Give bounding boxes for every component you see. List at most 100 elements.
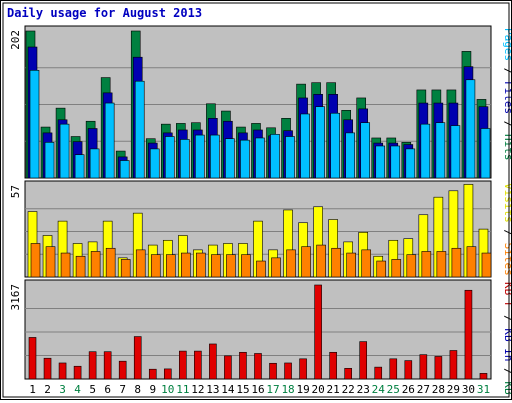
day-label: 18 xyxy=(281,383,294,396)
bar-kb-f xyxy=(73,365,82,380)
bar-kb-f xyxy=(299,358,307,380)
bar-kb-f xyxy=(179,350,187,380)
bar-pages xyxy=(164,136,175,179)
legend-entry: Files xyxy=(502,81,511,114)
bar-sites xyxy=(481,252,492,278)
bar-kb-f xyxy=(419,354,428,380)
day-label: 25 xyxy=(387,383,400,396)
legend-entry: KB In xyxy=(502,328,511,361)
day-label: 11 xyxy=(176,383,189,396)
bar-sites xyxy=(90,251,101,278)
bar-kb-f xyxy=(88,351,97,380)
bar-pages xyxy=(390,145,401,179)
legend-entry: Hits xyxy=(502,134,511,161)
bar-kb-f xyxy=(314,284,322,380)
bar-pages xyxy=(104,102,115,179)
legend-entry: / xyxy=(502,114,511,134)
bar-pages xyxy=(59,123,70,179)
bar-pages xyxy=(300,113,310,179)
bar-sites xyxy=(271,257,281,278)
x-axis-day-labels: 1 2 3 4 5 6 7 8 9 10 11 12 13 14 15 16 17 18 19 20 21 22 23 24 2… xyxy=(29,383,490,396)
bar-sites xyxy=(181,252,191,278)
day-label: 24 xyxy=(372,383,386,396)
day-label: 27 xyxy=(417,383,430,396)
bar-kb-f xyxy=(359,341,368,380)
bar-pages xyxy=(225,138,235,179)
legend-entry: Sites xyxy=(502,243,511,276)
bar-sites xyxy=(406,254,417,278)
legend-entry: Pages xyxy=(502,28,511,61)
day-label: 12 xyxy=(191,383,204,396)
bar-kb-f xyxy=(434,356,443,380)
day-label: 31 xyxy=(477,383,490,396)
bar-kb-f xyxy=(28,337,37,380)
bar-sites xyxy=(301,246,311,278)
bar-pages xyxy=(149,148,160,179)
bar-kb-f xyxy=(194,350,202,380)
legend-entry: / xyxy=(502,61,511,81)
panel-top: 202 Pages / Files / Hits xyxy=(9,25,512,179)
bar-sites xyxy=(150,254,161,278)
bar-kb-f xyxy=(239,351,247,380)
bar-kb-f xyxy=(148,368,157,380)
bar-sites xyxy=(45,246,56,278)
bar-pages xyxy=(420,123,431,179)
legend-entry: Visits xyxy=(502,183,511,223)
bar-pages xyxy=(44,142,55,179)
legend-entry: / xyxy=(502,362,511,382)
bar-sites xyxy=(135,249,146,278)
bar-pages xyxy=(345,132,355,179)
bar-sites xyxy=(451,247,462,278)
day-label: 20 xyxy=(312,383,325,396)
bar-sites xyxy=(346,252,356,278)
bar-sites xyxy=(421,251,432,278)
bar-pages xyxy=(360,122,371,179)
bar-kb-f xyxy=(374,366,383,380)
bar-sites xyxy=(226,254,236,278)
day-label: 5 xyxy=(89,383,96,396)
bar-sites xyxy=(120,259,131,278)
day-label: 13 xyxy=(206,383,219,396)
bar-kb-f xyxy=(163,368,172,380)
bar-sites xyxy=(286,249,296,278)
day-label: 14 xyxy=(221,383,235,396)
day-label: 7 xyxy=(119,383,126,396)
day-label: 3 xyxy=(59,383,66,396)
bar-pages xyxy=(465,79,476,179)
bar-kb-f xyxy=(43,357,52,380)
chart-title: Daily usage for August 2013 xyxy=(7,6,202,20)
day-label: 6 xyxy=(104,383,111,396)
day-label: 26 xyxy=(402,383,415,396)
bar-pages xyxy=(119,160,130,179)
bar-kb-f xyxy=(224,355,232,380)
day-label: 28 xyxy=(432,383,445,396)
bar-pages xyxy=(285,136,295,179)
bar-kb-f xyxy=(209,343,217,380)
legend-middle: Visits / Sites xyxy=(502,183,511,276)
bar-pages xyxy=(270,134,280,179)
day-label: 9 xyxy=(149,383,156,396)
bar-kb-f xyxy=(344,368,352,380)
bar-pages xyxy=(255,137,265,179)
bar-kb-f xyxy=(479,373,488,380)
bar-pages xyxy=(195,134,205,179)
bar-sites xyxy=(331,247,341,278)
bar-kb-f xyxy=(133,336,142,380)
bar-pages xyxy=(74,154,85,179)
day-label: 2 xyxy=(44,383,51,396)
bar-sites xyxy=(241,254,251,278)
day-label: 1 xyxy=(29,383,36,396)
legend-bottom: KB F / KB In / KB Out xyxy=(502,282,511,399)
bar-pages xyxy=(330,112,340,179)
bar-sites xyxy=(376,260,387,278)
bar-sites xyxy=(75,255,86,278)
bar-kb-f xyxy=(103,351,112,380)
day-label: 19 xyxy=(296,383,309,396)
day-label: 4 xyxy=(74,383,81,396)
panel-middle: 57 Visits / Sites xyxy=(9,180,512,278)
bar-kb-f xyxy=(329,351,337,380)
day-label: 30 xyxy=(462,383,475,396)
bar-kb-f xyxy=(118,360,127,380)
bar-kb-f xyxy=(389,358,398,380)
